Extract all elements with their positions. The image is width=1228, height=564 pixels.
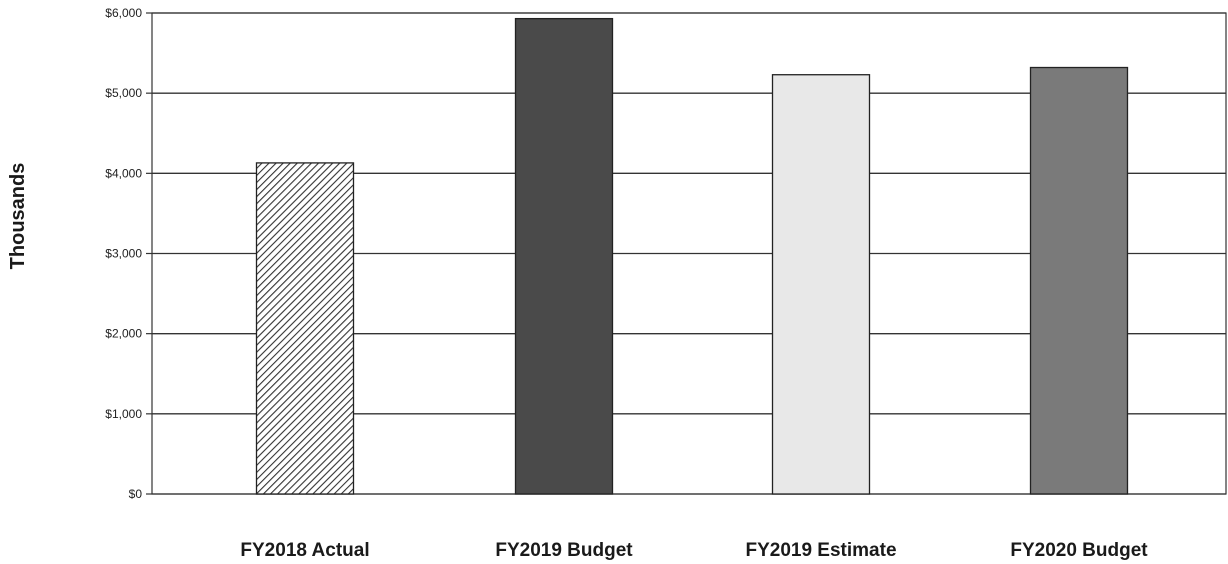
y-tick-label: $0 xyxy=(129,487,143,501)
x-category-label: FY2019 Estimate xyxy=(745,540,896,561)
bars xyxy=(255,17,1129,495)
y-tick-label: $4,000 xyxy=(105,166,142,180)
y-axis-ticks: $0 $1,000 $2,000 $3,000 $4,000 $5,000 $6,000 xyxy=(105,6,142,501)
y-tick-label: $3,000 xyxy=(105,247,142,261)
x-axis-labels: FY2018 Actual FY2019 Budget FY2019 Estimat… xyxy=(240,540,1148,561)
bar xyxy=(514,17,614,495)
bar xyxy=(771,74,871,495)
y-axis-title: Thousands xyxy=(7,163,29,270)
y-tick-label: $5,000 xyxy=(105,86,142,100)
y-tick-label: $6,000 xyxy=(105,6,142,20)
y-tick-label: $1,000 xyxy=(105,407,142,421)
y-tick-label: $2,000 xyxy=(105,327,142,341)
x-category-label: FY2019 Budget xyxy=(495,540,633,561)
bar xyxy=(1029,66,1129,495)
bar xyxy=(255,162,355,495)
x-category-label: FY2020 Budget xyxy=(1010,540,1148,561)
x-category-label: FY2018 Actual xyxy=(240,540,369,561)
